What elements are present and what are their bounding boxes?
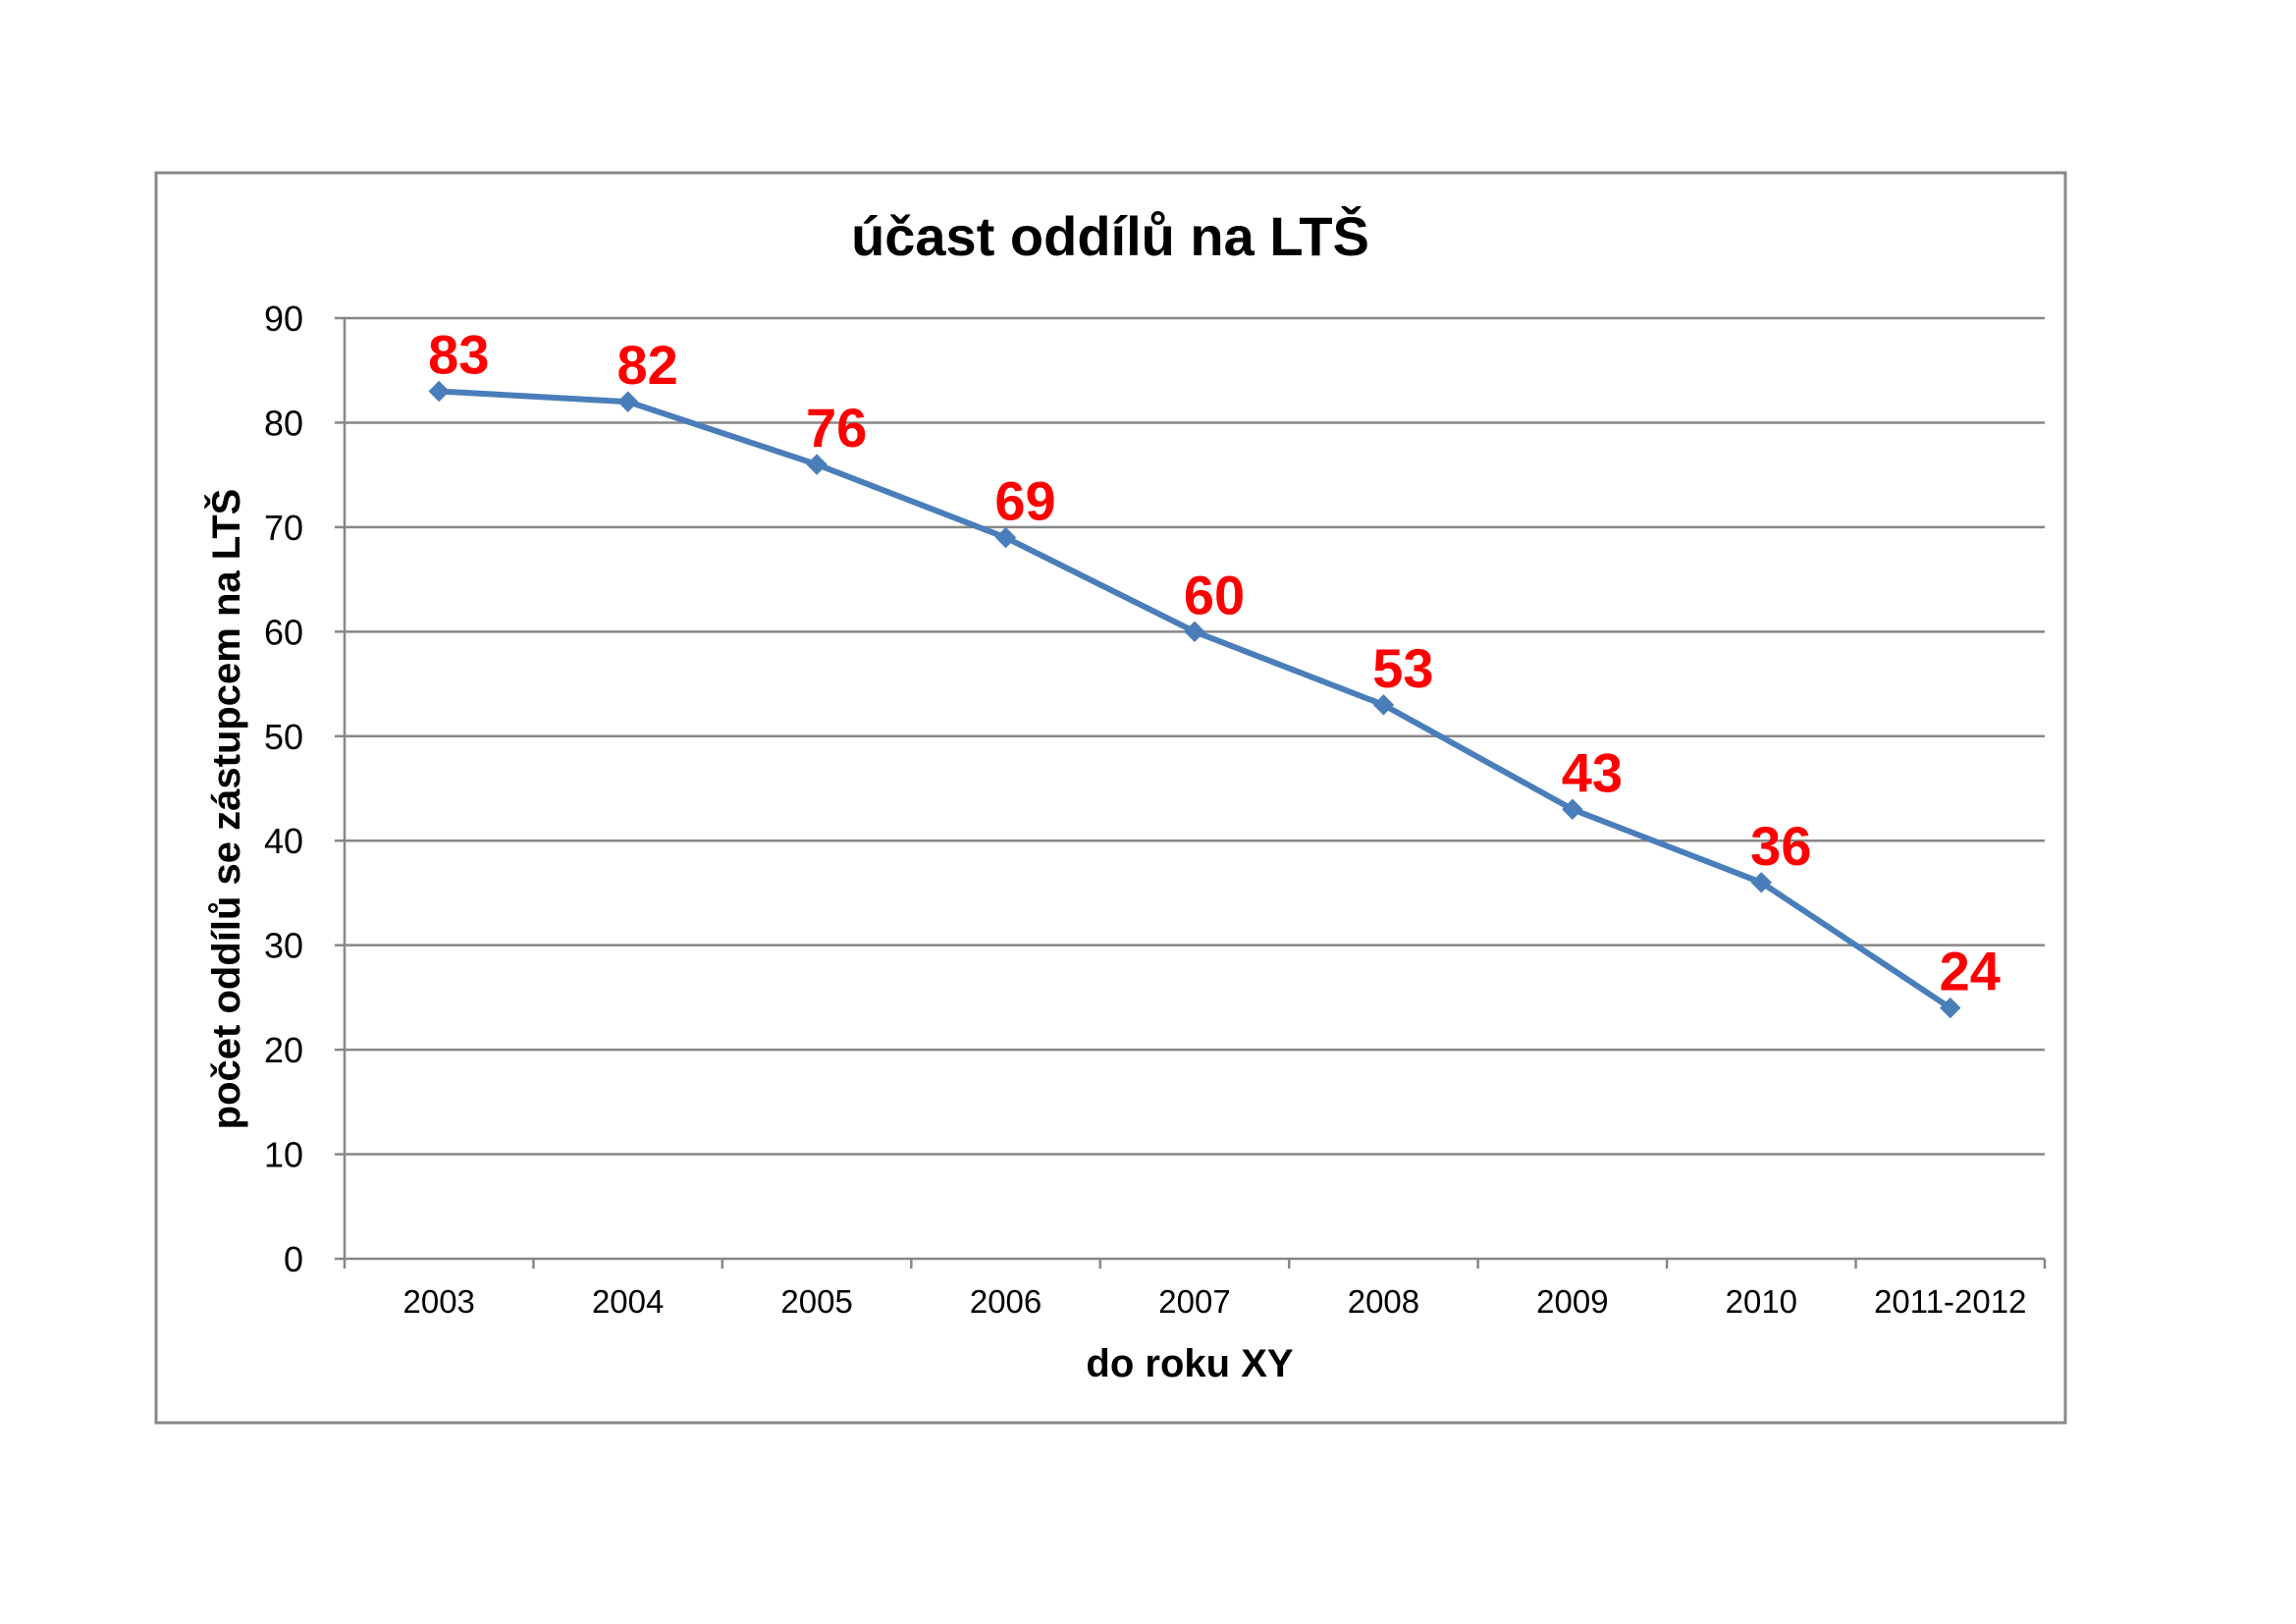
y-tick-label-4: 40 xyxy=(264,821,303,861)
y-tick-label-6: 60 xyxy=(264,612,303,652)
axes xyxy=(335,316,2047,1269)
x-axis-title: do roku XY xyxy=(1086,1342,1293,1385)
y-tick-label-8: 80 xyxy=(264,403,303,443)
chart-title: účast oddílů na LTŠ xyxy=(851,205,1369,267)
x-tick-labels: 2003 2004 2005 2006 2007 2008 2009 2010 2011-201… xyxy=(403,1283,2027,1320)
data-label-4: 60 xyxy=(1184,564,1245,625)
data-point-4 xyxy=(1184,621,1205,643)
y-tick-label-1: 10 xyxy=(264,1135,303,1175)
y-tick-label-9: 90 xyxy=(264,298,303,339)
data-label-7: 36 xyxy=(1750,815,1811,877)
y-tick-label-3: 30 xyxy=(264,926,303,966)
data-label-0: 83 xyxy=(428,324,489,386)
data-label-6: 43 xyxy=(1562,741,1623,803)
chart-frame xyxy=(154,171,2067,1425)
x-tick-label-2: 2005 xyxy=(780,1283,852,1320)
x-tick-label-3: 2006 xyxy=(970,1283,1041,1320)
data-labels: 83 82 76 69 60 53 43 36 24 xyxy=(428,324,2001,1002)
data-point-2 xyxy=(806,454,828,475)
y-tick-label-5: 50 xyxy=(264,717,303,757)
data-point-5 xyxy=(1372,694,1395,716)
y-tick-label-0: 0 xyxy=(284,1239,303,1279)
data-label-3: 69 xyxy=(994,470,1055,532)
data-label-2: 76 xyxy=(806,397,867,459)
data-point-8 xyxy=(1940,997,1961,1019)
x-tick-label-7: 2010 xyxy=(1726,1283,1797,1320)
x-tick-label-0: 2003 xyxy=(403,1283,475,1320)
data-point-0 xyxy=(428,380,450,403)
data-point-7 xyxy=(1750,872,1773,893)
data-point-6 xyxy=(1562,798,1583,820)
y-tick-label-7: 70 xyxy=(264,508,303,548)
x-tick-label-5: 2008 xyxy=(1348,1283,1419,1320)
y-axis-title: počet oddílů se zástupcem na LTŠ xyxy=(203,489,248,1130)
series-layer xyxy=(428,380,1961,1019)
x-tick-label-8: 2011-2012 xyxy=(1874,1283,2026,1320)
y-tick-label-2: 20 xyxy=(264,1030,303,1070)
x-tick-label-4: 2007 xyxy=(1158,1283,1230,1320)
data-label-1: 82 xyxy=(617,334,678,396)
data-label-5: 53 xyxy=(1372,637,1433,699)
data-point-1 xyxy=(616,391,639,412)
data-label-8: 24 xyxy=(1940,941,2001,1002)
data-point-3 xyxy=(994,526,1017,549)
x-tick-label-1: 2004 xyxy=(592,1283,664,1320)
x-tick-label-6: 2009 xyxy=(1536,1283,1608,1320)
y-tick-labels: 0 10 20 30 40 50 60 70 80 90 xyxy=(264,298,303,1279)
